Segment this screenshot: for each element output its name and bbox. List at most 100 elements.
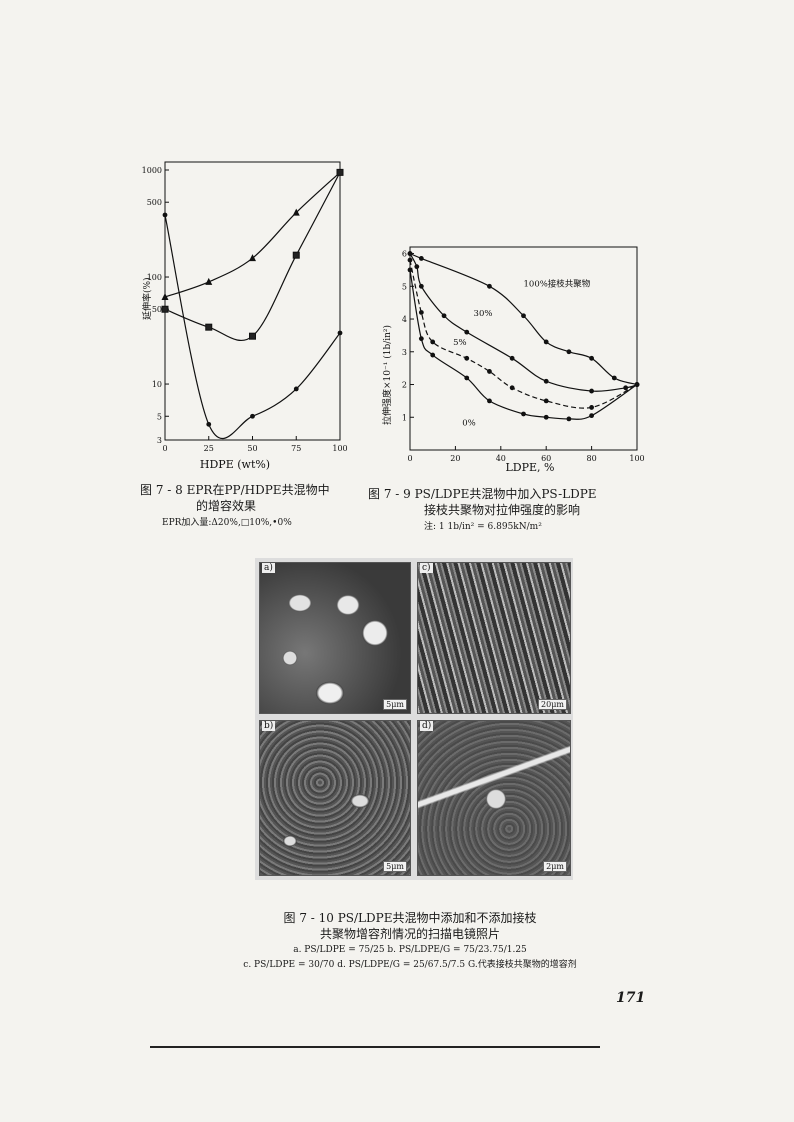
fig9-data-point (634, 382, 640, 387)
fig8-series-line (164, 171, 341, 298)
fig9-series-label: 0% (462, 418, 476, 428)
fig8-ylabel: 延伸率(%) (141, 277, 153, 320)
fig8-ytick-label: 10 (152, 380, 162, 389)
fig9-data-point (623, 385, 629, 391)
sem-scale-d: 2μm (543, 861, 567, 872)
fig9-series-line (409, 252, 638, 386)
fig8-ytick-label: 5 (157, 412, 162, 421)
fig9-ytick-label: 5 (402, 282, 407, 291)
fig8-xtick-label: 75 (291, 444, 301, 453)
sem-scale-c: 20μm (538, 699, 567, 710)
sem-photo-c: c) 20μm (417, 562, 571, 714)
fig9-ytick-label: 3 (402, 348, 407, 357)
fig9-data-point (543, 378, 549, 384)
fig9-data-point (464, 375, 470, 381)
fig9-data-point (430, 339, 436, 345)
fig9-data-point (407, 267, 413, 273)
fig9-xtick-label: 80 (587, 454, 597, 463)
fig9-data-point (418, 336, 424, 342)
fig8-data-point (162, 212, 168, 218)
fig9-chart: 拉伸强度×10⁻¹ (1b/in²) 0 20 40 60 80 100 1 2 3 4 5 6 10… (381, 246, 645, 474)
fig9-data-point (543, 339, 549, 345)
fig9-data-point (521, 313, 526, 319)
fig9-xlabel: LDPE, % (505, 461, 554, 474)
page-number: 171 (616, 990, 646, 1006)
fig9-data-point (589, 355, 594, 361)
fig9-ytick-label: 4 (402, 315, 407, 324)
fig9-xtick-label: 0 (407, 454, 412, 463)
fig9-data-point (418, 283, 424, 289)
fig8-ytick-label: 1000 (142, 166, 162, 175)
fig9-data-point (464, 355, 470, 361)
fig9-data-point (543, 414, 549, 420)
fig9-series-label: 30% (474, 309, 493, 319)
fig9-series-label: 100%接枝共聚物 (524, 278, 591, 289)
fig8-series-line (164, 214, 341, 440)
fig8-series-line (164, 172, 341, 342)
fig8-data-point (292, 208, 300, 216)
fig10-caption-line3: a. PS/LDPE = 75/25 b. PS/LDPE/G = 75/23.… (293, 945, 527, 955)
fig9-ytick-label: 1 (402, 413, 407, 422)
fig8-ytick-label: 50 (152, 305, 162, 314)
sem-photo-b: b) 5μm (259, 720, 411, 876)
fig9-xtick-label: 40 (496, 454, 506, 463)
fig9-data-point (611, 375, 617, 381)
sem-photo-d: d) 2μm (417, 720, 571, 876)
fig10-caption-line2: 共聚物增容剂情况的扫描电镜照片 (319, 927, 500, 941)
sem-scale-b: 5μm (383, 861, 407, 872)
fig8-ylabel-text: 延伸率(%) (141, 277, 153, 320)
fig9-data-point (414, 264, 420, 270)
fig9-xtick-label: 20 (450, 454, 460, 463)
fig9-ytick-label: 2 (402, 381, 407, 390)
sem-label-c: c) (420, 563, 433, 573)
fig9-ylabel: 拉伸强度×10⁻¹ (1b/in²) (381, 325, 393, 425)
fig8-caption-note: EPR加入量:Δ20%,□10%,•0% (162, 518, 292, 528)
fig8-caption-line2: 的增容效果 (196, 499, 257, 513)
fig8-chart: 延伸率(%) 0 25 50 75 100 1000 500 100 50 10 5 3 HDPE (… (141, 161, 348, 471)
fig8-xtick-label: 25 (204, 444, 214, 453)
fig8-data-point (161, 305, 169, 313)
fig8-data-point (205, 323, 213, 331)
fig9-xtick-label: 60 (541, 454, 551, 463)
fig9-data-point (566, 349, 572, 355)
fig10-caption-line4: c. PS/LDPE = 30/70 d. PS/LDPE/G = 25/67.… (243, 960, 577, 970)
fig8-data-point (337, 330, 343, 336)
fig9-axis-frame (409, 246, 638, 451)
fig8-xtick-label: 0 (162, 444, 167, 453)
fig9-data-point (589, 405, 594, 410)
fig9-caption-line2: 接枝共聚物对拉伸强度的影响 (424, 503, 581, 517)
fig8-ytick-label: 100 (147, 273, 162, 282)
fig8-caption: 图 7 - 8 EPR在PP/HDPE共混物中 的增容效果 EPR加入量:Δ20… (140, 482, 360, 529)
fig8-caption-line1: 图 7 - 8 EPR在PP/HDPE共混物中 (140, 483, 330, 497)
sem-label-a: a) (262, 563, 275, 573)
fig8-data-point (249, 254, 256, 262)
fig8-data-point (206, 421, 212, 427)
fig8-axis-frame (164, 161, 341, 441)
fig9-data-point (418, 310, 424, 315)
fig10-caption-line1: 图 7 - 10 PS/LDPE共混物中添加和不添加接枝 (283, 911, 537, 925)
fig8-xtick-label: 50 (247, 444, 257, 453)
fig9-data-point (407, 251, 413, 256)
fig8-xtick-label: 100 (332, 444, 347, 453)
fig8-data-point (250, 413, 255, 419)
footer-rule (150, 1046, 600, 1048)
fig9-caption-note: 注: 1 1b/in² = 6.895kN/m² (424, 522, 542, 532)
fig9-series-label: 5% (453, 338, 467, 348)
fig8-ytick-label: 500 (147, 198, 162, 207)
sem-scale-a: 5μm (383, 699, 407, 710)
sem-photo-a: a) 5μm (259, 562, 411, 714)
fig8-data-point (336, 168, 344, 176)
fig9-data-point (407, 257, 413, 263)
fig9-series-line (409, 259, 638, 409)
fig9-data-point (521, 411, 526, 417)
fig9-data-point (566, 416, 572, 422)
fig9-data-point (543, 398, 549, 404)
fig8-xlabel: HDPE (wt%) (200, 458, 270, 471)
fig8-data-point (205, 277, 213, 285)
fig10-photo-grid: a) 5μm c) 20μm b) 5μm d) 2μm (255, 558, 573, 880)
fig9-xtick-label: 100 (629, 454, 644, 463)
fig9-caption: 图 7 - 9 PS/LDPE共混物中加入PS-LDPE 接枝共聚物对拉伸强度的… (368, 486, 658, 533)
fig9-series-line (409, 269, 638, 420)
fig9-data-point (487, 283, 492, 289)
sem-label-b: b) (262, 721, 276, 731)
